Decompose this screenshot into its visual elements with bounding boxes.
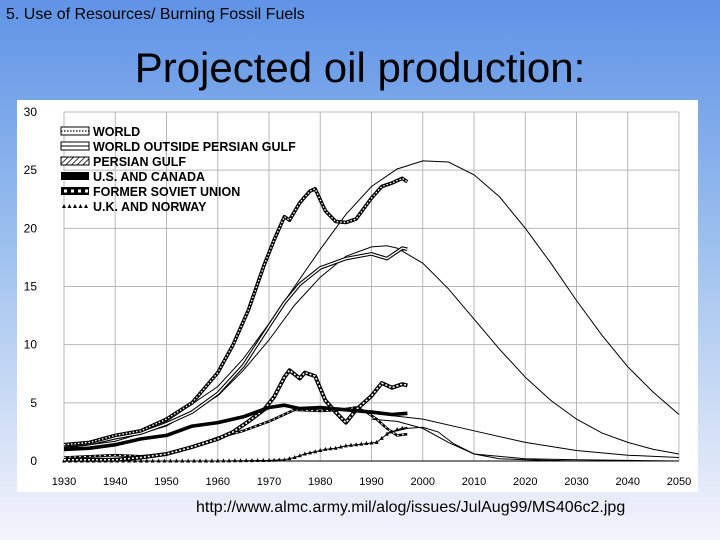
x-tick-label: 1990: [359, 476, 383, 488]
projection-curve: [63, 245, 680, 455]
legend-swatch-marker: [73, 204, 77, 208]
legend-label: WORLD OUTSIDE PERSIAN GULF: [93, 140, 296, 154]
legend-swatch-dot: [78, 189, 81, 193]
series-line-inner: [63, 177, 408, 446]
y-tick-label: 5: [30, 396, 37, 410]
legend-swatch: [61, 187, 89, 195]
y-tick-label: 10: [24, 338, 38, 352]
x-tick-label: 2020: [513, 476, 537, 488]
series-line-inner: [63, 406, 408, 458]
legend-label: U.K. AND NORWAY: [93, 200, 207, 214]
x-tick-label: 1940: [103, 476, 127, 488]
y-tick-label: 0: [30, 454, 37, 468]
series-world: [63, 176, 409, 447]
x-tick-label: 2010: [462, 476, 486, 488]
series-marker: [379, 435, 384, 440]
series-marker: [333, 445, 338, 450]
legend-label: PERSIAN GULF: [93, 155, 186, 169]
series-marker: [395, 427, 400, 432]
x-tick-label: 1950: [154, 476, 178, 488]
series-persian-gulf: [64, 368, 408, 462]
source-url: http://www.almc.army.mil/alog/issues/Jul…: [196, 499, 626, 516]
legend-swatch-dot: [85, 189, 88, 193]
series-line-inner: [63, 247, 408, 447]
legend-label: FORMER SOVIET UNION: [93, 185, 240, 199]
x-tick-label: 2030: [564, 476, 588, 488]
section-label: 5. Use of Resources/ Burning Fossil Fuel…: [6, 6, 305, 23]
series-marker: [308, 450, 312, 455]
legend-swatch-dot: [71, 189, 74, 193]
legend-swatch-marker: [62, 204, 66, 208]
series-marker: [349, 442, 353, 447]
series-marker: [400, 425, 405, 430]
legend-swatch-marker: [78, 204, 83, 208]
series-marker: [374, 439, 379, 444]
series-marker: [328, 446, 333, 451]
series-marker: [359, 441, 364, 446]
x-tick-label: 1980: [308, 476, 332, 488]
legend-swatch-marker: [84, 204, 88, 208]
series-marker: [318, 448, 323, 453]
legend-key: [61, 187, 89, 195]
legend-label: U.S. AND CANADA: [93, 170, 205, 184]
x-tick-label: 1960: [206, 476, 230, 488]
series-marker: [302, 451, 307, 456]
y-tick-label: 30: [24, 105, 38, 119]
x-tick-label: 2000: [411, 476, 435, 488]
series-marker: [297, 453, 302, 458]
x-tick-label: 1970: [257, 476, 281, 488]
y-tick-label: 20: [24, 221, 38, 235]
series-world-outside-persian-gulf: [63, 246, 408, 448]
series-line: [63, 403, 408, 452]
series-marker: [287, 456, 292, 461]
legend-label: WORLD: [93, 125, 140, 139]
series-marker: [384, 431, 389, 436]
legend-key: [61, 172, 89, 180]
projection-curve: [63, 160, 680, 448]
oil-production-chart: 1930 1940 1950 1960 1970 1980 1990 2000 2010 2020…: [24, 105, 692, 488]
series-marker: [354, 442, 359, 447]
legend-key: [62, 204, 88, 208]
legend-swatch: [60, 156, 90, 166]
x-tick-label: 2040: [616, 476, 640, 488]
series-marker: [313, 449, 318, 454]
legend-swatch-marker: [67, 204, 72, 208]
x-tick-label: 2050: [667, 476, 691, 488]
series-marker: [282, 457, 287, 462]
chart-panel: 1930 1940 1950 1960 1970 1980 1990 2000 2010 2020…: [17, 100, 698, 492]
x-tick-label: 1930: [52, 476, 76, 488]
legend-key: [60, 141, 90, 151]
series-marker: [338, 444, 343, 449]
series-marker: [343, 443, 348, 448]
legend-swatch: [61, 172, 89, 180]
series-line-inner: [64, 369, 408, 461]
y-tick-label: 25: [24, 163, 38, 177]
series-marker: [369, 440, 374, 445]
legend-swatch-dot: [64, 189, 67, 193]
series-marker: [323, 446, 328, 451]
projection-curve: [371, 412, 680, 458]
legend-key: [60, 156, 90, 166]
series-u-s-and-canada: [63, 403, 408, 452]
y-tick-label: 15: [24, 280, 38, 294]
series-marker: [292, 455, 297, 460]
series-marker: [364, 441, 369, 446]
legend-key: [60, 126, 90, 136]
slide-title: Projected oil production:: [134, 44, 586, 91]
